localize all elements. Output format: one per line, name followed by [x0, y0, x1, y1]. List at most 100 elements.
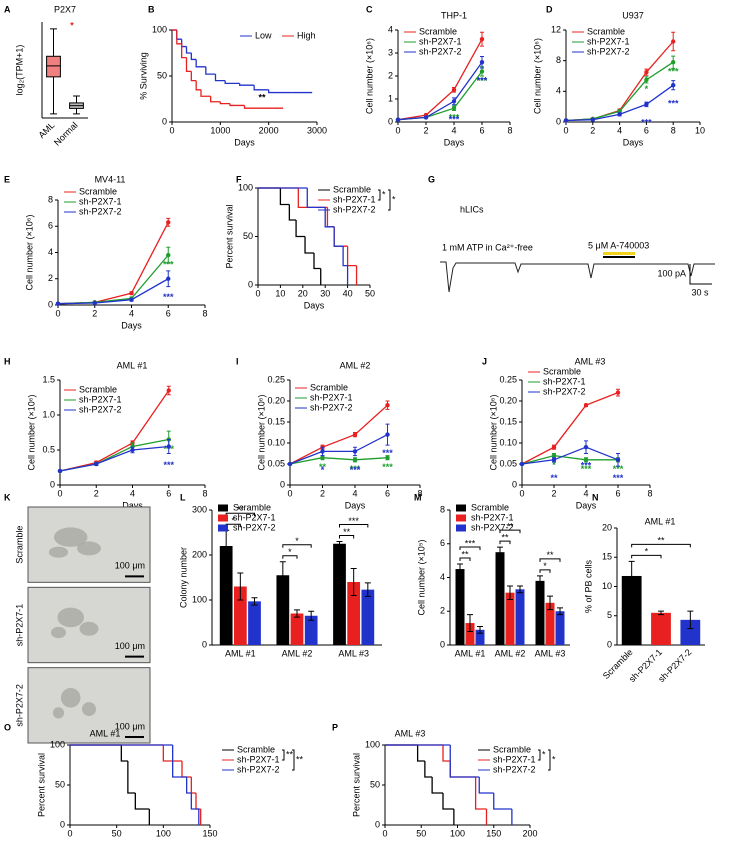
panel-letter: A	[4, 4, 11, 14]
legend-swatch	[456, 504, 466, 512]
significance-label: *	[552, 460, 556, 470]
x-tick-label: 10	[275, 288, 285, 298]
y-tick-label: 0	[48, 299, 53, 309]
survival-step	[431, 777, 443, 794]
y-tick-label: 2	[48, 273, 53, 283]
legend-label: sh-P2X7-1	[79, 394, 122, 404]
survival-step	[416, 745, 425, 762]
x-tick-label: 2	[590, 125, 595, 135]
significance-label: ***	[350, 465, 361, 475]
y-tick-label: 300	[192, 504, 207, 514]
data-point	[551, 453, 557, 458]
legend-label: sh-P2X7-2	[543, 386, 586, 396]
comparison-label: **	[501, 533, 509, 543]
x-tick-label: 2	[92, 308, 97, 318]
data-point	[451, 99, 457, 104]
drug-bar	[603, 256, 635, 258]
y-tick-label: 0	[162, 116, 167, 126]
cell-cluster	[53, 527, 88, 547]
x-tick-label: 4	[617, 125, 622, 135]
survival-step	[478, 777, 494, 794]
legend-label: sh-P2X7-2	[419, 46, 462, 56]
x-tick-label: 2000	[259, 125, 279, 135]
bar	[361, 589, 375, 645]
bar	[219, 546, 233, 645]
bar	[465, 623, 475, 645]
data-point	[395, 117, 401, 122]
x-tick-label: 8	[202, 308, 207, 318]
chart-title: U937	[622, 10, 644, 20]
legend-label: sh-P2X7-1	[333, 194, 376, 204]
legend-label: Scramble	[587, 26, 625, 36]
survival-step	[449, 745, 480, 778]
x-tick-label: 2	[423, 125, 428, 135]
data-point	[129, 297, 134, 302]
significance-label: ***	[668, 67, 679, 77]
survival-step	[493, 793, 512, 810]
data-point	[130, 447, 135, 453]
legend-label: sh-P2X7-2	[310, 402, 353, 412]
error-bar	[294, 609, 300, 618]
comparison-label: ***	[348, 516, 359, 526]
data-point	[166, 388, 171, 393]
bar	[535, 580, 545, 645]
survival-step	[200, 89, 211, 97]
y-tick-label: 0.05	[499, 458, 517, 468]
significance-label: **	[550, 473, 558, 483]
survival-step	[297, 188, 328, 209]
comparison-bracket	[282, 555, 298, 559]
comparison-label: *	[382, 189, 386, 199]
significance-label: **	[319, 462, 327, 472]
legend-label: sh-P2X7-1	[493, 754, 536, 764]
chart-title: AML #3	[395, 728, 426, 738]
survival-step	[172, 745, 187, 778]
survival-step	[219, 101, 230, 105]
data-point	[166, 444, 171, 449]
error-bar	[628, 560, 635, 592]
significance-label: ***	[163, 460, 174, 470]
y-tick-label: 0.15	[267, 416, 285, 426]
y-tick-label: 100	[192, 594, 207, 604]
y-axis-label: Cell number (×10⁶)	[364, 38, 374, 114]
survival-step	[195, 80, 201, 91]
x-tick-label: 100	[156, 828, 171, 838]
x-axis-label: Days	[444, 137, 465, 147]
x-tick-label: 2	[551, 488, 556, 498]
y-tick-label: 8	[440, 504, 445, 514]
bar	[304, 615, 318, 645]
legend-label: sh-P2X7-2	[79, 404, 122, 414]
survival-step	[224, 80, 240, 85]
survival-step	[229, 103, 245, 107]
cell-cluster	[79, 621, 99, 636]
bar	[276, 575, 290, 645]
data-point	[563, 118, 569, 123]
data-point	[385, 432, 390, 437]
scale-label: 100 pA	[657, 268, 686, 278]
comparison-bracket	[388, 189, 391, 211]
y-tick-label: 0	[248, 279, 253, 289]
chart-title: P2X7	[54, 4, 76, 14]
series-line	[59, 445, 169, 472]
x-tick-label: 0	[382, 828, 387, 838]
x-tick-label: 8	[647, 488, 652, 498]
bar	[347, 582, 361, 645]
whisker	[73, 95, 80, 103]
x-axis-label: Days	[234, 137, 255, 147]
legend-label: Scramble	[419, 26, 457, 36]
significance-label: ***	[581, 461, 592, 471]
y-tick-label: 100	[50, 739, 65, 749]
survival-step	[424, 761, 433, 778]
data-point	[479, 60, 485, 65]
panel-letter: I	[236, 356, 239, 366]
y-tick-label: 4	[440, 572, 445, 582]
x-tick-label: 8	[507, 125, 512, 135]
scale-label: 100 μm	[115, 641, 145, 651]
legend-label: Scramble	[237, 744, 275, 754]
y-tick-label: 50	[157, 70, 167, 80]
legend-label: sh-P2X7-1	[233, 512, 276, 522]
significance-label: ***	[382, 448, 393, 458]
x-tick-label: 2	[94, 488, 99, 498]
y-tick-label: 0	[556, 116, 561, 126]
y-tick-label: 2	[440, 606, 445, 616]
error-bar	[279, 561, 286, 590]
